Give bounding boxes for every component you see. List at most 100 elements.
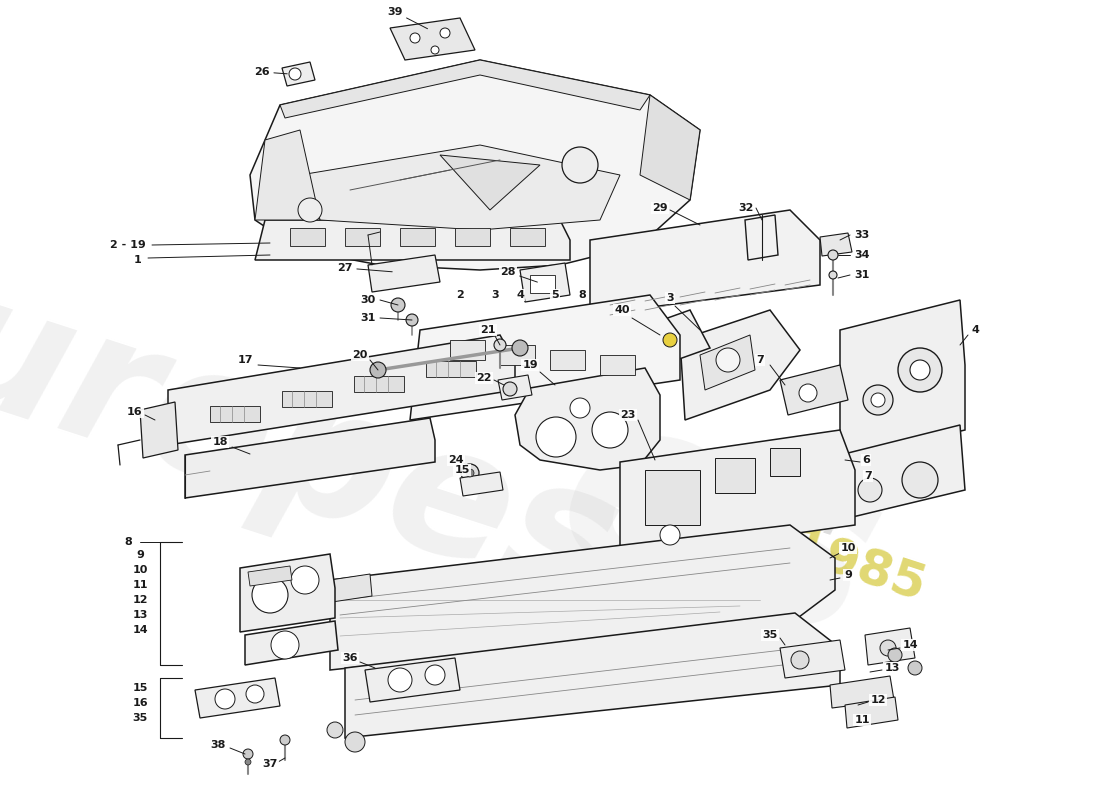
Text: 9: 9 bbox=[844, 570, 851, 580]
Polygon shape bbox=[865, 628, 915, 665]
Text: 40: 40 bbox=[614, 305, 629, 315]
Text: 37: 37 bbox=[262, 759, 277, 769]
Text: 15: 15 bbox=[454, 465, 470, 475]
Polygon shape bbox=[498, 375, 532, 400]
Polygon shape bbox=[460, 472, 503, 496]
Polygon shape bbox=[620, 430, 855, 558]
Polygon shape bbox=[368, 255, 440, 292]
Polygon shape bbox=[390, 18, 475, 60]
Polygon shape bbox=[248, 566, 292, 586]
Circle shape bbox=[829, 271, 837, 279]
Polygon shape bbox=[410, 295, 680, 420]
Text: 33: 33 bbox=[855, 230, 870, 240]
Text: since 1985: since 1985 bbox=[628, 470, 932, 610]
Circle shape bbox=[902, 462, 938, 498]
Text: 24: 24 bbox=[448, 455, 464, 465]
Polygon shape bbox=[245, 621, 338, 665]
Text: 18: 18 bbox=[212, 437, 228, 447]
Circle shape bbox=[864, 385, 893, 415]
Circle shape bbox=[888, 648, 902, 662]
Polygon shape bbox=[830, 676, 894, 708]
Text: 14: 14 bbox=[132, 625, 147, 635]
Polygon shape bbox=[845, 697, 898, 728]
Circle shape bbox=[390, 298, 405, 312]
Text: 21: 21 bbox=[481, 325, 496, 335]
Circle shape bbox=[828, 250, 838, 260]
Polygon shape bbox=[168, 335, 515, 445]
Text: 10: 10 bbox=[840, 543, 856, 553]
Text: 15: 15 bbox=[132, 683, 147, 693]
Polygon shape bbox=[840, 425, 965, 520]
Polygon shape bbox=[330, 574, 372, 602]
Circle shape bbox=[494, 339, 506, 351]
Circle shape bbox=[799, 384, 817, 402]
Polygon shape bbox=[330, 525, 835, 670]
Circle shape bbox=[271, 631, 299, 659]
Text: 39: 39 bbox=[387, 7, 428, 29]
Text: 29: 29 bbox=[652, 203, 668, 213]
Text: 35: 35 bbox=[132, 713, 147, 723]
Bar bbox=[290, 228, 324, 246]
Circle shape bbox=[425, 665, 446, 685]
Text: 32: 32 bbox=[738, 203, 754, 213]
Circle shape bbox=[440, 28, 450, 38]
Circle shape bbox=[663, 333, 676, 347]
Text: 9: 9 bbox=[136, 550, 144, 560]
Bar bbox=[450, 340, 485, 360]
Text: 16: 16 bbox=[132, 698, 147, 708]
Polygon shape bbox=[282, 62, 315, 86]
Bar bbox=[600, 355, 635, 375]
Polygon shape bbox=[680, 310, 800, 420]
Bar bbox=[455, 228, 490, 246]
Polygon shape bbox=[185, 418, 434, 498]
Circle shape bbox=[370, 362, 386, 378]
Circle shape bbox=[388, 668, 412, 692]
Bar bbox=[345, 228, 379, 246]
Text: 16: 16 bbox=[128, 407, 143, 417]
Text: 12: 12 bbox=[132, 595, 147, 605]
Circle shape bbox=[298, 198, 322, 222]
Circle shape bbox=[660, 525, 680, 545]
Text: 30: 30 bbox=[361, 295, 375, 305]
Polygon shape bbox=[195, 678, 280, 718]
Polygon shape bbox=[590, 210, 820, 315]
Circle shape bbox=[880, 640, 896, 656]
Polygon shape bbox=[648, 310, 710, 363]
Polygon shape bbox=[255, 130, 320, 220]
Text: 11: 11 bbox=[855, 715, 870, 725]
Text: 2: 2 bbox=[456, 290, 464, 300]
Text: 31: 31 bbox=[361, 313, 376, 323]
Polygon shape bbox=[140, 402, 178, 458]
Bar bbox=[426, 361, 476, 377]
Bar bbox=[210, 406, 260, 422]
Circle shape bbox=[243, 749, 253, 759]
Circle shape bbox=[252, 577, 288, 613]
Text: 20: 20 bbox=[352, 350, 367, 360]
Circle shape bbox=[345, 732, 365, 752]
Circle shape bbox=[858, 478, 882, 502]
Polygon shape bbox=[520, 263, 570, 302]
Bar bbox=[510, 228, 544, 246]
Text: 23: 23 bbox=[620, 410, 636, 420]
Text: es: es bbox=[531, 366, 909, 694]
Polygon shape bbox=[365, 658, 460, 702]
Text: 36: 36 bbox=[342, 653, 358, 663]
Polygon shape bbox=[780, 640, 845, 678]
Polygon shape bbox=[255, 220, 570, 260]
Text: 8: 8 bbox=[124, 537, 132, 547]
Text: 7: 7 bbox=[865, 471, 872, 481]
Text: 8: 8 bbox=[579, 290, 586, 300]
Text: 38: 38 bbox=[210, 740, 225, 750]
Circle shape bbox=[461, 464, 478, 482]
Bar bbox=[354, 376, 404, 392]
Polygon shape bbox=[640, 95, 700, 200]
Circle shape bbox=[289, 68, 301, 80]
Circle shape bbox=[871, 393, 886, 407]
Circle shape bbox=[431, 46, 439, 54]
Circle shape bbox=[536, 417, 576, 457]
Bar bbox=[715, 458, 755, 493]
Text: 14: 14 bbox=[902, 640, 917, 650]
Text: 26: 26 bbox=[254, 67, 287, 77]
Polygon shape bbox=[345, 613, 840, 738]
Text: 35: 35 bbox=[762, 630, 778, 640]
